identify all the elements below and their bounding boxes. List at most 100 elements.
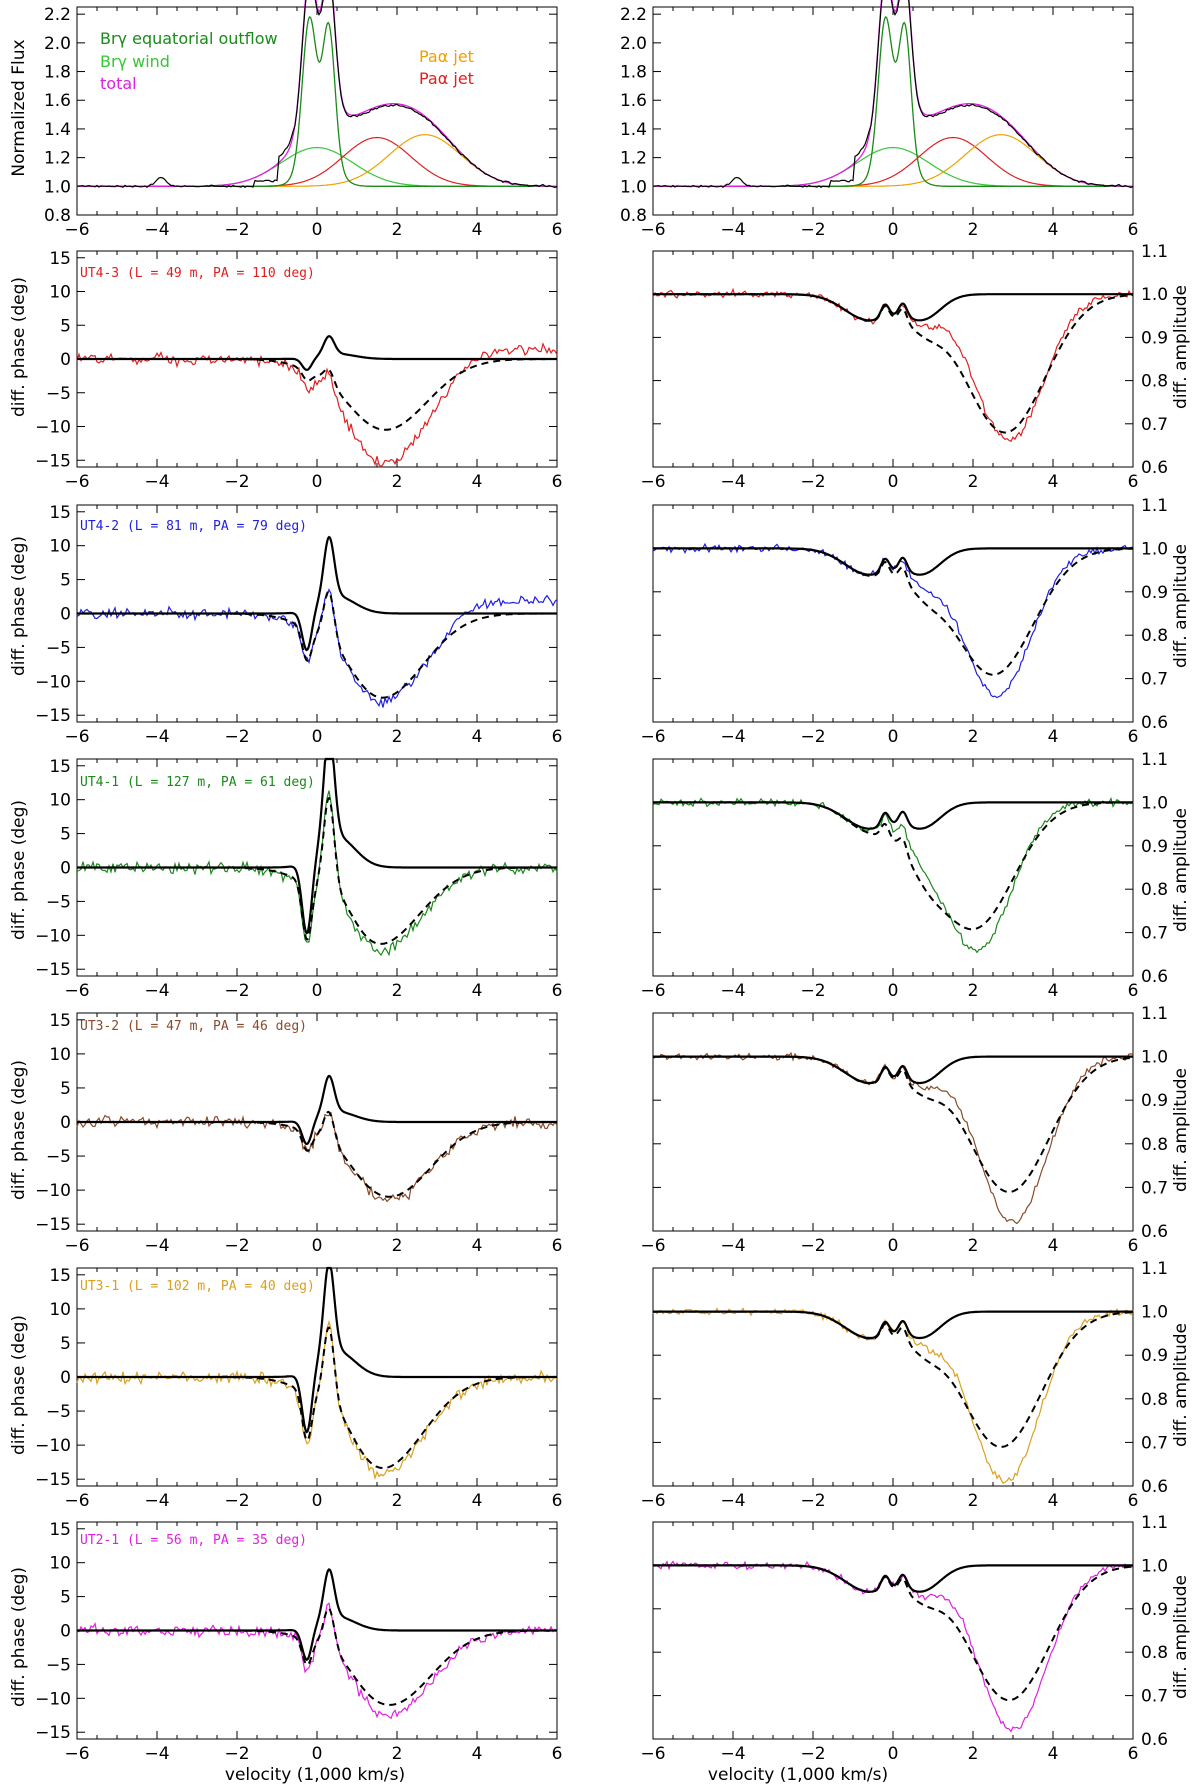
phase-panel-5-ytick-label: 5 [60, 1334, 71, 1354]
xlabel-right: velocity (1,000 km/s) [708, 1765, 888, 1784]
amp-panel-4-ytick-label: 0.6 [1141, 1222, 1168, 1242]
amp-panel-6-ytick-label: 0.9 [1141, 1600, 1168, 1620]
legend-eq-outflow: Brγ equatorial outflow [100, 29, 278, 48]
phase-ylabel-6: diff. phase (deg) [9, 1567, 29, 1707]
amp-panel-5-frame [652, 1267, 1134, 1487]
phase-ylabel-1: diff. phase (deg) [9, 277, 29, 417]
phase-panel-5-xtick-label: −2 [224, 1491, 249, 1511]
legend-wind: Brγ wind [100, 52, 170, 71]
flux-panel-right-xtick-label: −2 [800, 220, 825, 240]
amp-panel-4-ytick-label: 0.9 [1141, 1091, 1168, 1111]
amp-panel-2-xtick-label: 2 [968, 727, 979, 747]
amp-panel-3-ytick-label: 1.0 [1141, 793, 1168, 813]
amp-panel-2-ytick-label: 0.8 [1141, 626, 1168, 646]
amp-panel-5-observed [652, 1307, 1134, 1485]
amp-panel-3-observed [652, 796, 1134, 954]
phase-panel-3-ytick-label: −15 [35, 960, 71, 980]
amp-panel-3-ytick-label: 0.7 [1141, 924, 1168, 944]
amp-panel-4-ytick-label: 0.8 [1141, 1135, 1168, 1155]
phase-panel-1-ytick-label: −5 [46, 384, 71, 404]
amp-ylabel-2: diff. amplitude [1171, 544, 1191, 668]
flux-panel-left-ytick-label: 1.8 [44, 63, 71, 83]
phase-panel-6-ytick-label: 0 [60, 1622, 71, 1642]
phase-panel-2-ytick-label: −15 [35, 706, 71, 726]
phase-panel-5-model-total [77, 1326, 557, 1470]
flux-panel-left-xtick-label: −2 [224, 220, 249, 240]
phase-panel-6-ytick-label: 5 [60, 1588, 71, 1608]
phase-panel-2-ytick-label: 0 [60, 605, 71, 625]
flux-panel-left-ytick-label: 1.2 [44, 149, 71, 169]
phase-panel-3-ytick-label: 10 [49, 791, 71, 811]
phase-panel-6-observed [76, 1602, 558, 1720]
flux-panel-right-ytick-label: 1.6 [620, 91, 647, 111]
phase-panel-4-model-outflow [77, 1074, 557, 1146]
flux-panel-left-wind [77, 147, 557, 187]
phase-ylabel-5: diff. phase (deg) [9, 1315, 29, 1455]
amp-panel-2-xtick-label: −6 [640, 727, 665, 747]
amp-panel-4-xtick-label: 0 [888, 1236, 899, 1256]
phase-panel-2-ytick-label: −5 [46, 638, 71, 658]
phase-panel-6-xtick-label: 6 [552, 1744, 563, 1764]
phase-panel-1-xtick-label: 2 [392, 472, 403, 492]
phase-panel-5-xtick-label: 6 [552, 1491, 563, 1511]
amp-panel-5-ytick-label: 0.8 [1141, 1390, 1168, 1410]
phase-panel-3-ytick-label: −5 [46, 892, 71, 912]
amp-panel-3-xtick-label: 6 [1128, 981, 1139, 1001]
phase-panel-1-ytick-label: 5 [60, 316, 71, 336]
baseline-label-1: UT4-3 (L = 49 m, PA = 110 deg) [80, 266, 315, 281]
amp-panel-6-ytick-label: 0.8 [1141, 1643, 1168, 1663]
phase-panel-1-observed [76, 342, 558, 468]
phase-panel-4-xtick-label: 0 [312, 1236, 323, 1256]
amp-panel-1-model-outflow [653, 293, 1133, 322]
amp-panel-6-ytick-label: 0.7 [1141, 1687, 1168, 1707]
flux-panel-right-ytick-label: 0.8 [620, 206, 647, 226]
phase-panel-2-xtick-label: 6 [552, 727, 563, 747]
amp-panel-2-ytick-label: 1.0 [1141, 539, 1168, 559]
amp-panel-4-observed [652, 1051, 1134, 1225]
phase-panel-2-model-outflow [77, 535, 557, 652]
amp-panel-1-observed [652, 287, 1134, 443]
amp-panel-6-xtick-label: 4 [1048, 1744, 1059, 1764]
amp-panel-6-observed [652, 1560, 1134, 1733]
baseline-label-2: UT4-2 (L = 81 m, PA = 79 deg) [80, 519, 307, 534]
phase-panel-6-xtick-label: 2 [392, 1744, 403, 1764]
flux-panel-left-observed [76, 0, 558, 189]
flux-panel-left-ytick-label: 2.2 [44, 5, 71, 25]
phase-panel-2-ytick-label: 10 [49, 537, 71, 557]
phase-panel-2-xtick-label: 0 [312, 727, 323, 747]
amp-panel-2-xtick-label: 0 [888, 727, 899, 747]
phase-panel-1-model-total [77, 358, 557, 431]
flux-panel-left-xtick-label: −4 [144, 220, 169, 240]
amp-panel-1-xtick-label: −6 [640, 472, 665, 492]
phase-panel-6-xtick-label: −4 [144, 1744, 169, 1764]
phase-panel-5-xtick-label: 0 [312, 1491, 323, 1511]
phase-panel-4-ytick-label: 15 [49, 1011, 71, 1031]
phase-panel-3-ytick-label: 5 [60, 825, 71, 845]
flux-panel-right-pa-jet-orange [653, 134, 1133, 187]
phase-panel-1-xtick-label: 6 [552, 472, 563, 492]
phase-panel-5-observed [76, 1319, 558, 1481]
phase-panel-2-xtick-label: 2 [392, 727, 403, 747]
phase-ylabel-3: diff. phase (deg) [9, 800, 29, 940]
phase-panel-2-ytick-label: 5 [60, 571, 71, 591]
amp-panel-4-ytick-label: 1.0 [1141, 1048, 1168, 1068]
amp-panel-3-model-outflow [653, 801, 1133, 830]
phase-panel-5-xtick-label: −4 [144, 1491, 169, 1511]
phase-panel-4-xtick-label: 6 [552, 1236, 563, 1256]
phase-panel-1-xtick-label: −4 [144, 472, 169, 492]
flux-panel-right-wind [653, 147, 1133, 187]
amp-panel-2-ytick-label: 0.6 [1141, 713, 1168, 733]
phase-panel-3-observed [76, 790, 558, 957]
phase-panel-6-ytick-label: −15 [35, 1723, 71, 1743]
amp-panel-2-frame [652, 504, 1134, 723]
phase-panel-2-xtick-label: −4 [144, 727, 169, 747]
flux-panel-right-xtick-label: 2 [968, 220, 979, 240]
amp-panel-4-xtick-label: 6 [1128, 1236, 1139, 1256]
amp-panel-6-ytick-label: 0.6 [1141, 1730, 1168, 1750]
phase-panel-1-ytick-label: −10 [35, 418, 71, 438]
baseline-label-6: UT2-1 (L = 56 m, PA = 35 deg) [80, 1533, 307, 1548]
amp-panel-2-xtick-label: −2 [800, 727, 825, 747]
amp-panel-5-xtick-label: 2 [968, 1491, 979, 1511]
phase-panel-3-ytick-label: 0 [60, 859, 71, 879]
amp-panel-6-xtick-label: 6 [1128, 1744, 1139, 1764]
